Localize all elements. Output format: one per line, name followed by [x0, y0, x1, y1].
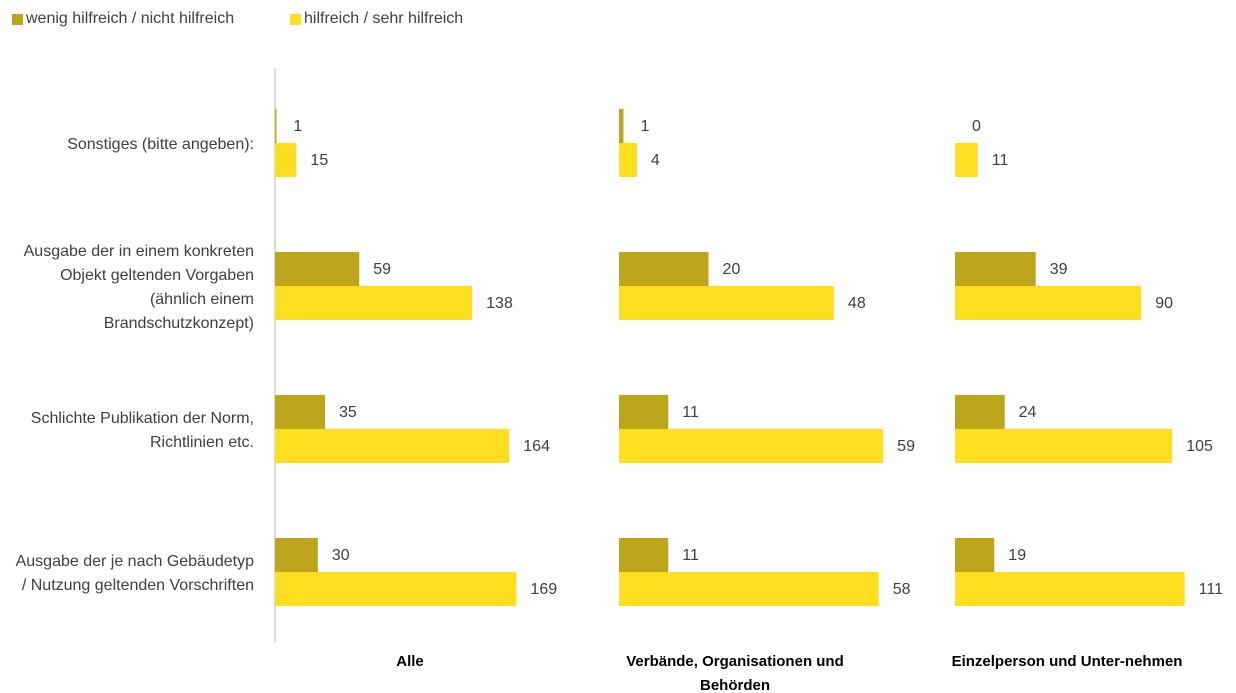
bar [619, 286, 834, 320]
value-label: 35 [339, 404, 357, 421]
value-label: 59 [897, 438, 915, 455]
category-label: Schlichte Publikation der Norm, Richtlin… [30, 410, 254, 451]
bar [955, 429, 1173, 463]
bar [619, 109, 624, 143]
value-label: 19 [1008, 547, 1026, 564]
value-label: 105 [1186, 438, 1213, 455]
bar [275, 286, 473, 320]
bar [619, 538, 669, 572]
bar [955, 143, 978, 177]
value-label: 11 [682, 547, 699, 564]
bar [955, 252, 1036, 286]
bar [275, 109, 277, 143]
legend-swatch [12, 13, 23, 25]
bar [619, 429, 884, 463]
value-label: 58 [893, 581, 911, 598]
value-label: 164 [523, 438, 550, 455]
value-label: 1 [293, 118, 302, 135]
legend-item: hilfreich / sehr hilfreich [290, 10, 463, 28]
bar [619, 252, 709, 286]
bar [619, 395, 669, 429]
value-label: 48 [848, 295, 866, 312]
bar [955, 395, 1005, 429]
value-label: 24 [1019, 404, 1037, 421]
value-label: 169 [530, 581, 557, 598]
category-label: Sonstiges (bitte angeben): [67, 136, 254, 153]
value-label: 0 [972, 118, 981, 135]
value-label: 59 [373, 261, 391, 278]
legend-label: wenig hilfreich / nicht hilfreich [26, 10, 235, 27]
bar [955, 286, 1142, 320]
value-label: 138 [486, 295, 513, 312]
panel-title: Alle [396, 653, 424, 670]
bar [275, 538, 318, 572]
value-label: 1 [640, 118, 649, 135]
bar [275, 252, 360, 286]
value-label: 20 [723, 261, 741, 278]
bar [955, 538, 995, 572]
legend-item: wenig hilfreich / nicht hilfreich [12, 10, 234, 28]
value-label: 11 [682, 404, 699, 421]
category-label: Ausgabe der in einem konkreten Objekt ge… [23, 243, 254, 332]
value-label: 11 [992, 152, 1009, 169]
panel-title: Verbände, Organisationen und Behörden [626, 653, 844, 693]
value-label: 111 [1199, 581, 1223, 598]
value-label: 39 [1050, 261, 1068, 278]
bar [619, 572, 879, 606]
bar [619, 143, 637, 177]
legend-swatch [290, 13, 301, 25]
bar [955, 572, 1185, 606]
bar [275, 395, 325, 429]
value-label: 15 [310, 152, 328, 169]
panel-title: Einzelperson und Unter-nehmen [951, 653, 1183, 670]
bar [275, 572, 517, 606]
value-label: 30 [332, 547, 350, 564]
category-label: Ausgabe der je nach Gebäudetyp / Nutzung… [15, 553, 254, 594]
bar [275, 143, 297, 177]
value-label: 90 [1155, 295, 1173, 312]
value-label: 4 [651, 152, 660, 169]
legend-label: hilfreich / sehr hilfreich [304, 10, 464, 27]
bar [275, 429, 510, 463]
